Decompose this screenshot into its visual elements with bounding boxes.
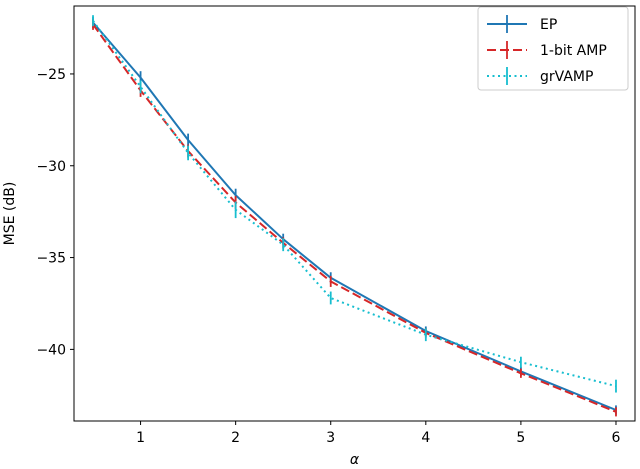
x-tick-label: 2 xyxy=(231,430,240,446)
axis-ticks: 1 2 3 4 5 6 −25 −30 −35 −40 xyxy=(36,67,620,446)
y-tick-label: −30 xyxy=(36,159,66,175)
x-axis-label: α xyxy=(350,452,360,468)
legend-label: 1-bit AMP xyxy=(540,43,607,59)
x-tick-label: 1 xyxy=(136,430,145,446)
y-tick-label: −40 xyxy=(36,342,66,358)
legend-label: EP xyxy=(540,17,557,33)
y-axis-label: MSE (dB) xyxy=(2,182,18,246)
series-grvamp xyxy=(92,15,617,393)
x-tick-label: 4 xyxy=(421,430,430,446)
x-tick-label: 6 xyxy=(612,430,621,446)
series-line xyxy=(92,20,617,388)
legend-box xyxy=(477,6,629,91)
plot-frame xyxy=(73,5,636,422)
legend: EP 1-bit AMP grVAMP xyxy=(477,6,629,91)
legend-label: grVAMP xyxy=(540,69,593,85)
y-tick-label: −35 xyxy=(36,251,66,267)
series-layer xyxy=(92,15,617,417)
y-tick-label: −25 xyxy=(36,67,66,83)
x-tick-label: 3 xyxy=(326,430,335,446)
x-tick-label: 5 xyxy=(516,430,525,446)
